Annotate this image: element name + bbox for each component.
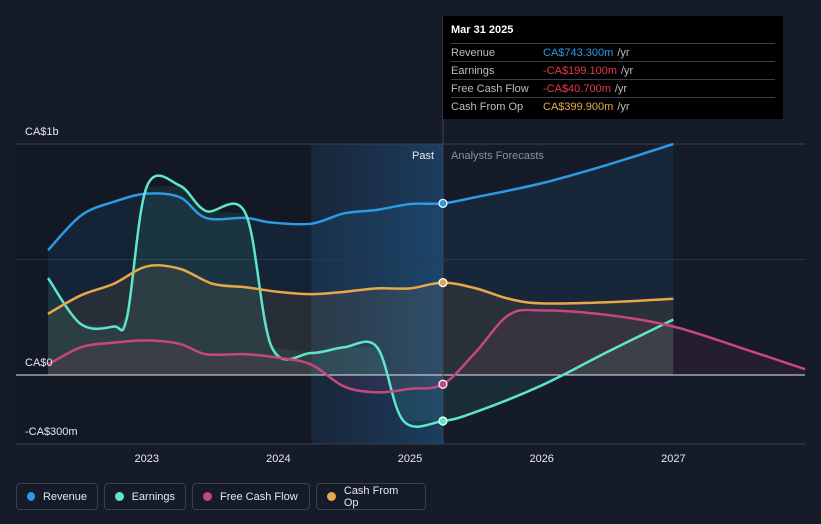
tooltip-label: Earnings: [451, 64, 495, 77]
y-tick-label-zero: CA$0: [25, 357, 53, 369]
tooltip-value: -CA$40.700m: [543, 82, 611, 95]
marker-cash-from-op: [438, 278, 448, 288]
legend-label: Cash From Op: [343, 484, 399, 509]
tooltip-row-free-cash-flow: Free Cash Flow -CA$40.700m /yr: [451, 79, 775, 97]
legend-item-earnings[interactable]: Earnings: [104, 483, 186, 510]
tooltip-value: CA$399.900m: [543, 100, 614, 113]
area-revenue: [48, 144, 674, 375]
legend-dot: [203, 492, 212, 501]
tooltip-unit: /yr: [617, 46, 630, 59]
tooltip-row-cash-from-op: Cash From Op CA$399.900m /yr: [451, 97, 775, 115]
series-line-free-cash-flow: [47, 308, 806, 394]
marker-revenue: [438, 198, 448, 208]
x-tick-label: 2025: [398, 453, 422, 465]
x-tick-label: 2024: [266, 453, 290, 465]
y-tick-label-bottom: -CA$300m: [25, 426, 78, 438]
tooltip-row-earnings: Earnings -CA$199.100m /yr: [451, 61, 775, 79]
area-free-cash-flow: [48, 310, 805, 393]
legend: Revenue Earnings Free Cash Flow Cash Fro…: [16, 483, 426, 510]
y-tick-label-top: CA$1b: [25, 126, 59, 138]
past-label: Past: [411, 150, 434, 162]
legend-item-free-cash-flow[interactable]: Free Cash Flow: [192, 483, 310, 510]
legend-label: Free Cash Flow: [220, 490, 298, 503]
tooltip-date: Mar 31 2025: [451, 24, 514, 36]
marker-free-cash-flow: [438, 379, 448, 389]
legend-item-revenue[interactable]: Revenue: [16, 483, 98, 510]
series-line-cash-from-op: [47, 264, 674, 315]
legend-item-cash-from-op[interactable]: Cash From Op: [316, 483, 426, 510]
area-earnings: [48, 185, 674, 421]
tooltip-unit: /yr: [614, 82, 628, 95]
x-tick-label: 2023: [134, 453, 158, 465]
tooltip-unit: /yr: [621, 64, 634, 77]
legend-label: Revenue: [42, 490, 87, 503]
marker-earnings: [438, 416, 448, 426]
x-tick-label: 2026: [529, 453, 553, 465]
legend-label: Earnings: [131, 490, 175, 503]
tooltip-label: Cash From Op: [451, 100, 524, 113]
legend-dot: [327, 492, 336, 501]
x-tick-label: 2027: [661, 453, 685, 465]
forecast-label: Analysts Forecasts: [451, 150, 544, 162]
tooltip-label: Free Cash Flow: [451, 82, 529, 95]
tooltip-value: CA$743.300m: [543, 46, 614, 59]
series-line-revenue: [47, 142, 674, 252]
legend-dot: [115, 492, 124, 501]
tooltip-row-revenue: Revenue CA$743.300m /yr: [451, 43, 775, 61]
tooltip-value: -CA$199.100m: [543, 64, 617, 77]
tooltip-unit: /yr: [617, 100, 630, 113]
tooltip: Mar 31 2025 Revenue CA$743.300m /yr Earn…: [443, 16, 783, 119]
tooltip-label: Revenue: [451, 46, 496, 59]
legend-dot: [27, 492, 35, 501]
area-cash-from-op: [48, 266, 674, 375]
